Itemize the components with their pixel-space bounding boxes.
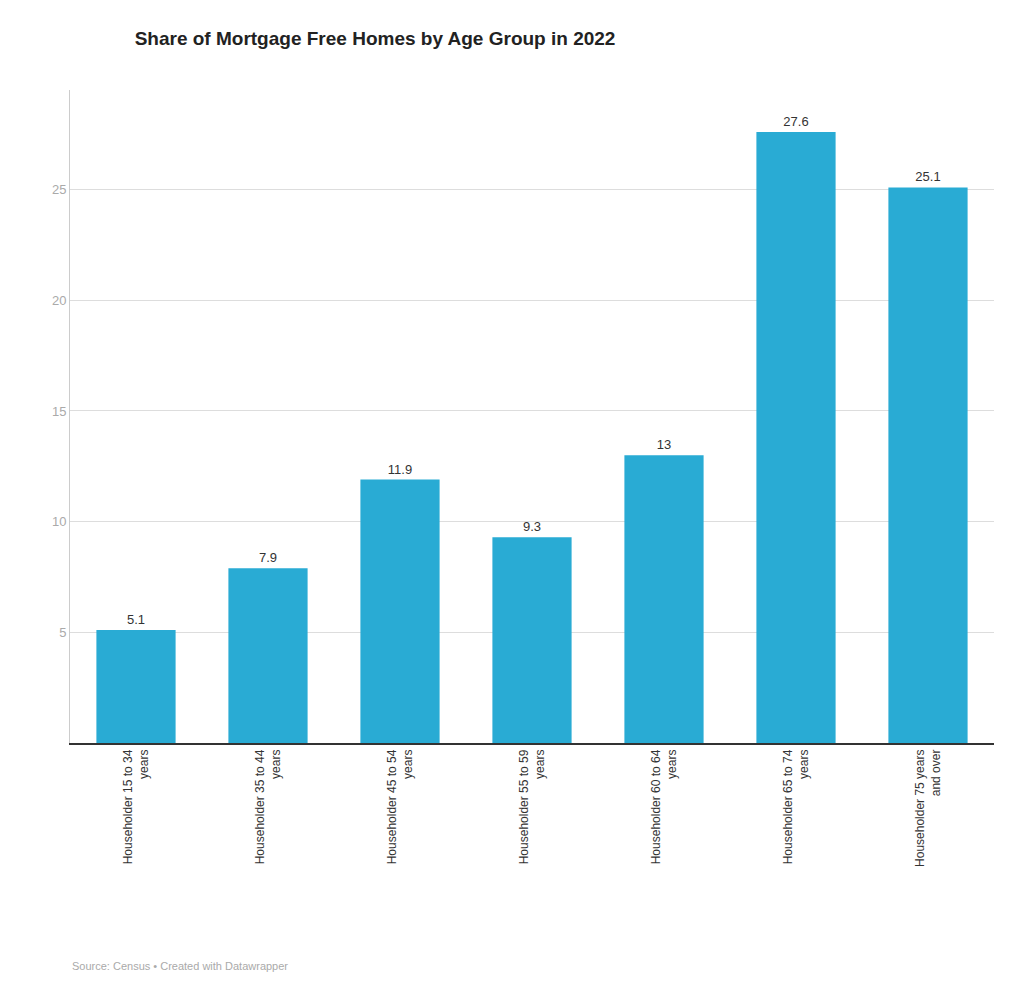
svg-text:27.6: 27.6 — [783, 114, 808, 129]
svg-text:10: 10 — [52, 514, 66, 529]
svg-text:7.9: 7.9 — [259, 550, 277, 565]
svg-text:15: 15 — [52, 404, 66, 419]
svg-text:11.9: 11.9 — [388, 462, 412, 477]
svg-text:Source: Census • Created with: Source: Census • Created with Datawrappe… — [72, 960, 288, 972]
svg-text:5.1: 5.1 — [127, 612, 145, 627]
svg-text:25.1: 25.1 — [915, 169, 940, 184]
svg-text:13: 13 — [657, 437, 671, 452]
svg-text:20: 20 — [52, 293, 66, 308]
svg-text:Share of Mortgage Free Homes b: Share of Mortgage Free Homes by Age Grou… — [135, 28, 616, 49]
svg-text:Householder 60 to 64years: Householder 60 to 64years — [649, 749, 679, 864]
svg-text:Householder 75 yearsand over: Householder 75 yearsand over — [913, 750, 943, 867]
svg-text:Householder 15 to 34years: Householder 15 to 34years — [121, 749, 151, 864]
svg-text:9.3: 9.3 — [523, 519, 541, 534]
svg-text:Householder 65 to 74years: Householder 65 to 74years — [781, 749, 811, 864]
svg-text:Householder 45 to 54years: Householder 45 to 54years — [385, 749, 415, 864]
svg-text:Householder 35 to 44years: Householder 35 to 44years — [253, 749, 283, 864]
svg-text:25: 25 — [52, 182, 66, 197]
svg-text:Householder 55 to 59years: Householder 55 to 59years — [517, 749, 547, 864]
svg-text:5: 5 — [59, 625, 66, 640]
